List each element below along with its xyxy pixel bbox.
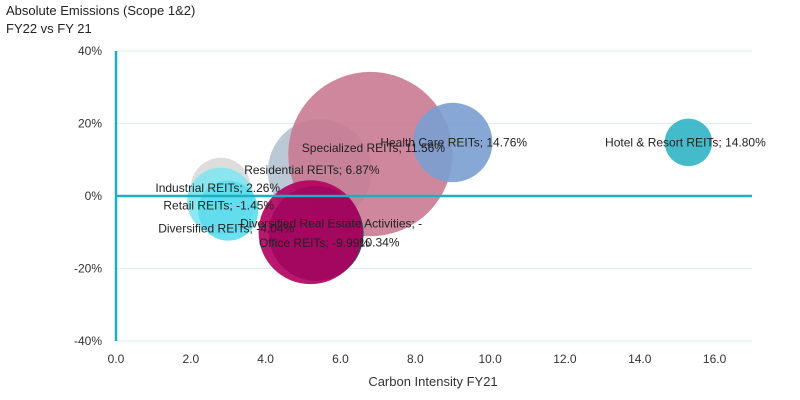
- tick-labels: -40% -20% 0% 20% 40% 0.0 2.0 4.0 6.0 8.0 10.0 12.0 1…: [74, 44, 727, 366]
- point-labels: Industrial REITs; 2.26% Retail REITs; -1.…: [155, 135, 766, 250]
- bubble-office-reits: [258, 180, 363, 285]
- chart-title-line-1: Absolute Emissions (Scope 1&2): [6, 3, 196, 18]
- label-industrial-reits: Industrial REITs; 2.26%: [155, 181, 280, 195]
- y-tick-label: 20%: [78, 117, 102, 131]
- label-residential-reits: Residential REITs; 6.87%: [244, 163, 380, 177]
- label-health-care-reits: Health Care REITs; 14.76%: [380, 135, 527, 149]
- y-tick-label: 0%: [85, 189, 103, 203]
- label-diversified-reits: Diversified REITs; -4.04%: [158, 222, 294, 236]
- x-tick-label: 16.0: [703, 352, 727, 366]
- label-hotel-resort-reits: Hotel & Resort REITs; 14.80%: [605, 135, 766, 149]
- y-tick-label: -20%: [74, 262, 102, 276]
- bubble-hotel-resort-reits: [664, 118, 713, 167]
- label-retail-reits: Retail REITs; -1.45%: [163, 198, 274, 212]
- label-specialized-reits: Specialized REITs; 11.56%: [302, 141, 446, 155]
- chart-title-line-2: FY22 vs FY 21: [6, 21, 92, 36]
- label-diversified-real-estate-activities: Diversified Real Estate Activities; -: [240, 216, 422, 230]
- label-diversified-real-estate-activities-line2: 10.34%: [359, 235, 400, 249]
- x-tick-label: 2.0: [182, 352, 199, 366]
- axes: [114, 51, 752, 341]
- y-tick-label: -40%: [74, 334, 102, 348]
- x-tick-label: 6.0: [332, 352, 349, 366]
- x-tick-label: 0.0: [108, 352, 125, 366]
- x-tick-label: 8.0: [407, 352, 424, 366]
- bubble-health-care-reits: [413, 102, 493, 183]
- x-tick-label: 4.0: [257, 352, 274, 366]
- label-office-reits: Office REITs; -9.99%: [259, 236, 370, 250]
- x-tick-label: 10.0: [478, 352, 502, 366]
- bubbles: [187, 71, 713, 285]
- x-tick-label: 14.0: [628, 352, 652, 366]
- y-tick-label: 40%: [78, 44, 102, 58]
- x-tick-label: 12.0: [553, 352, 577, 366]
- x-axis-title: Carbon Intensity FY21: [368, 374, 497, 389]
